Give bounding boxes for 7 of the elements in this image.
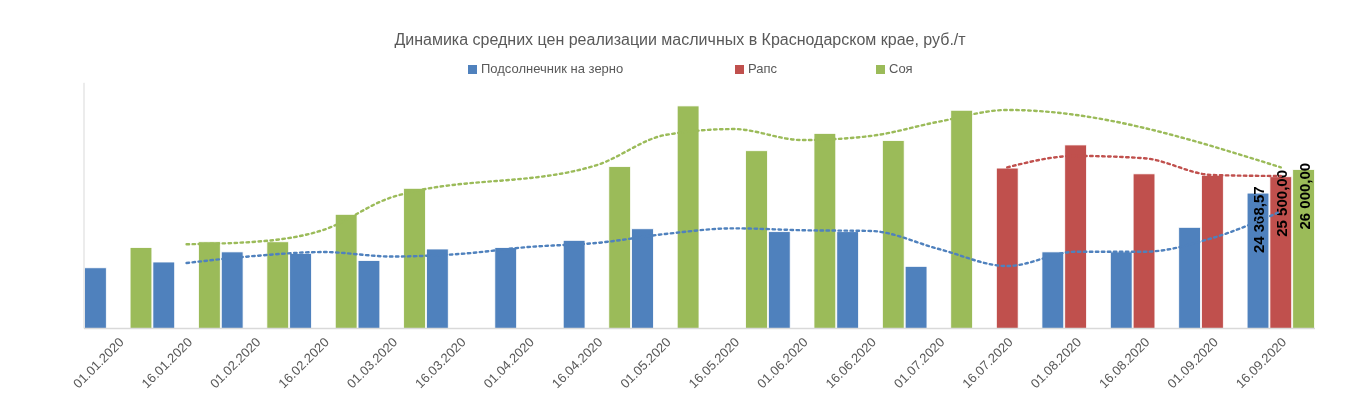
chart-title: Динамика средних цен реализации масличных в Краснодарском крае, руб./т [394, 31, 967, 48]
data-label: 24 368,57 [1250, 186, 1268, 254]
legend-label: Соя [889, 61, 913, 77]
legend-label: Рапс [748, 61, 778, 77]
data-label: 25 500,00 [1272, 170, 1290, 237]
data-label: 26 000,00 [1295, 162, 1313, 230]
legend-label: Подсолнечник на зерно [481, 61, 624, 77]
